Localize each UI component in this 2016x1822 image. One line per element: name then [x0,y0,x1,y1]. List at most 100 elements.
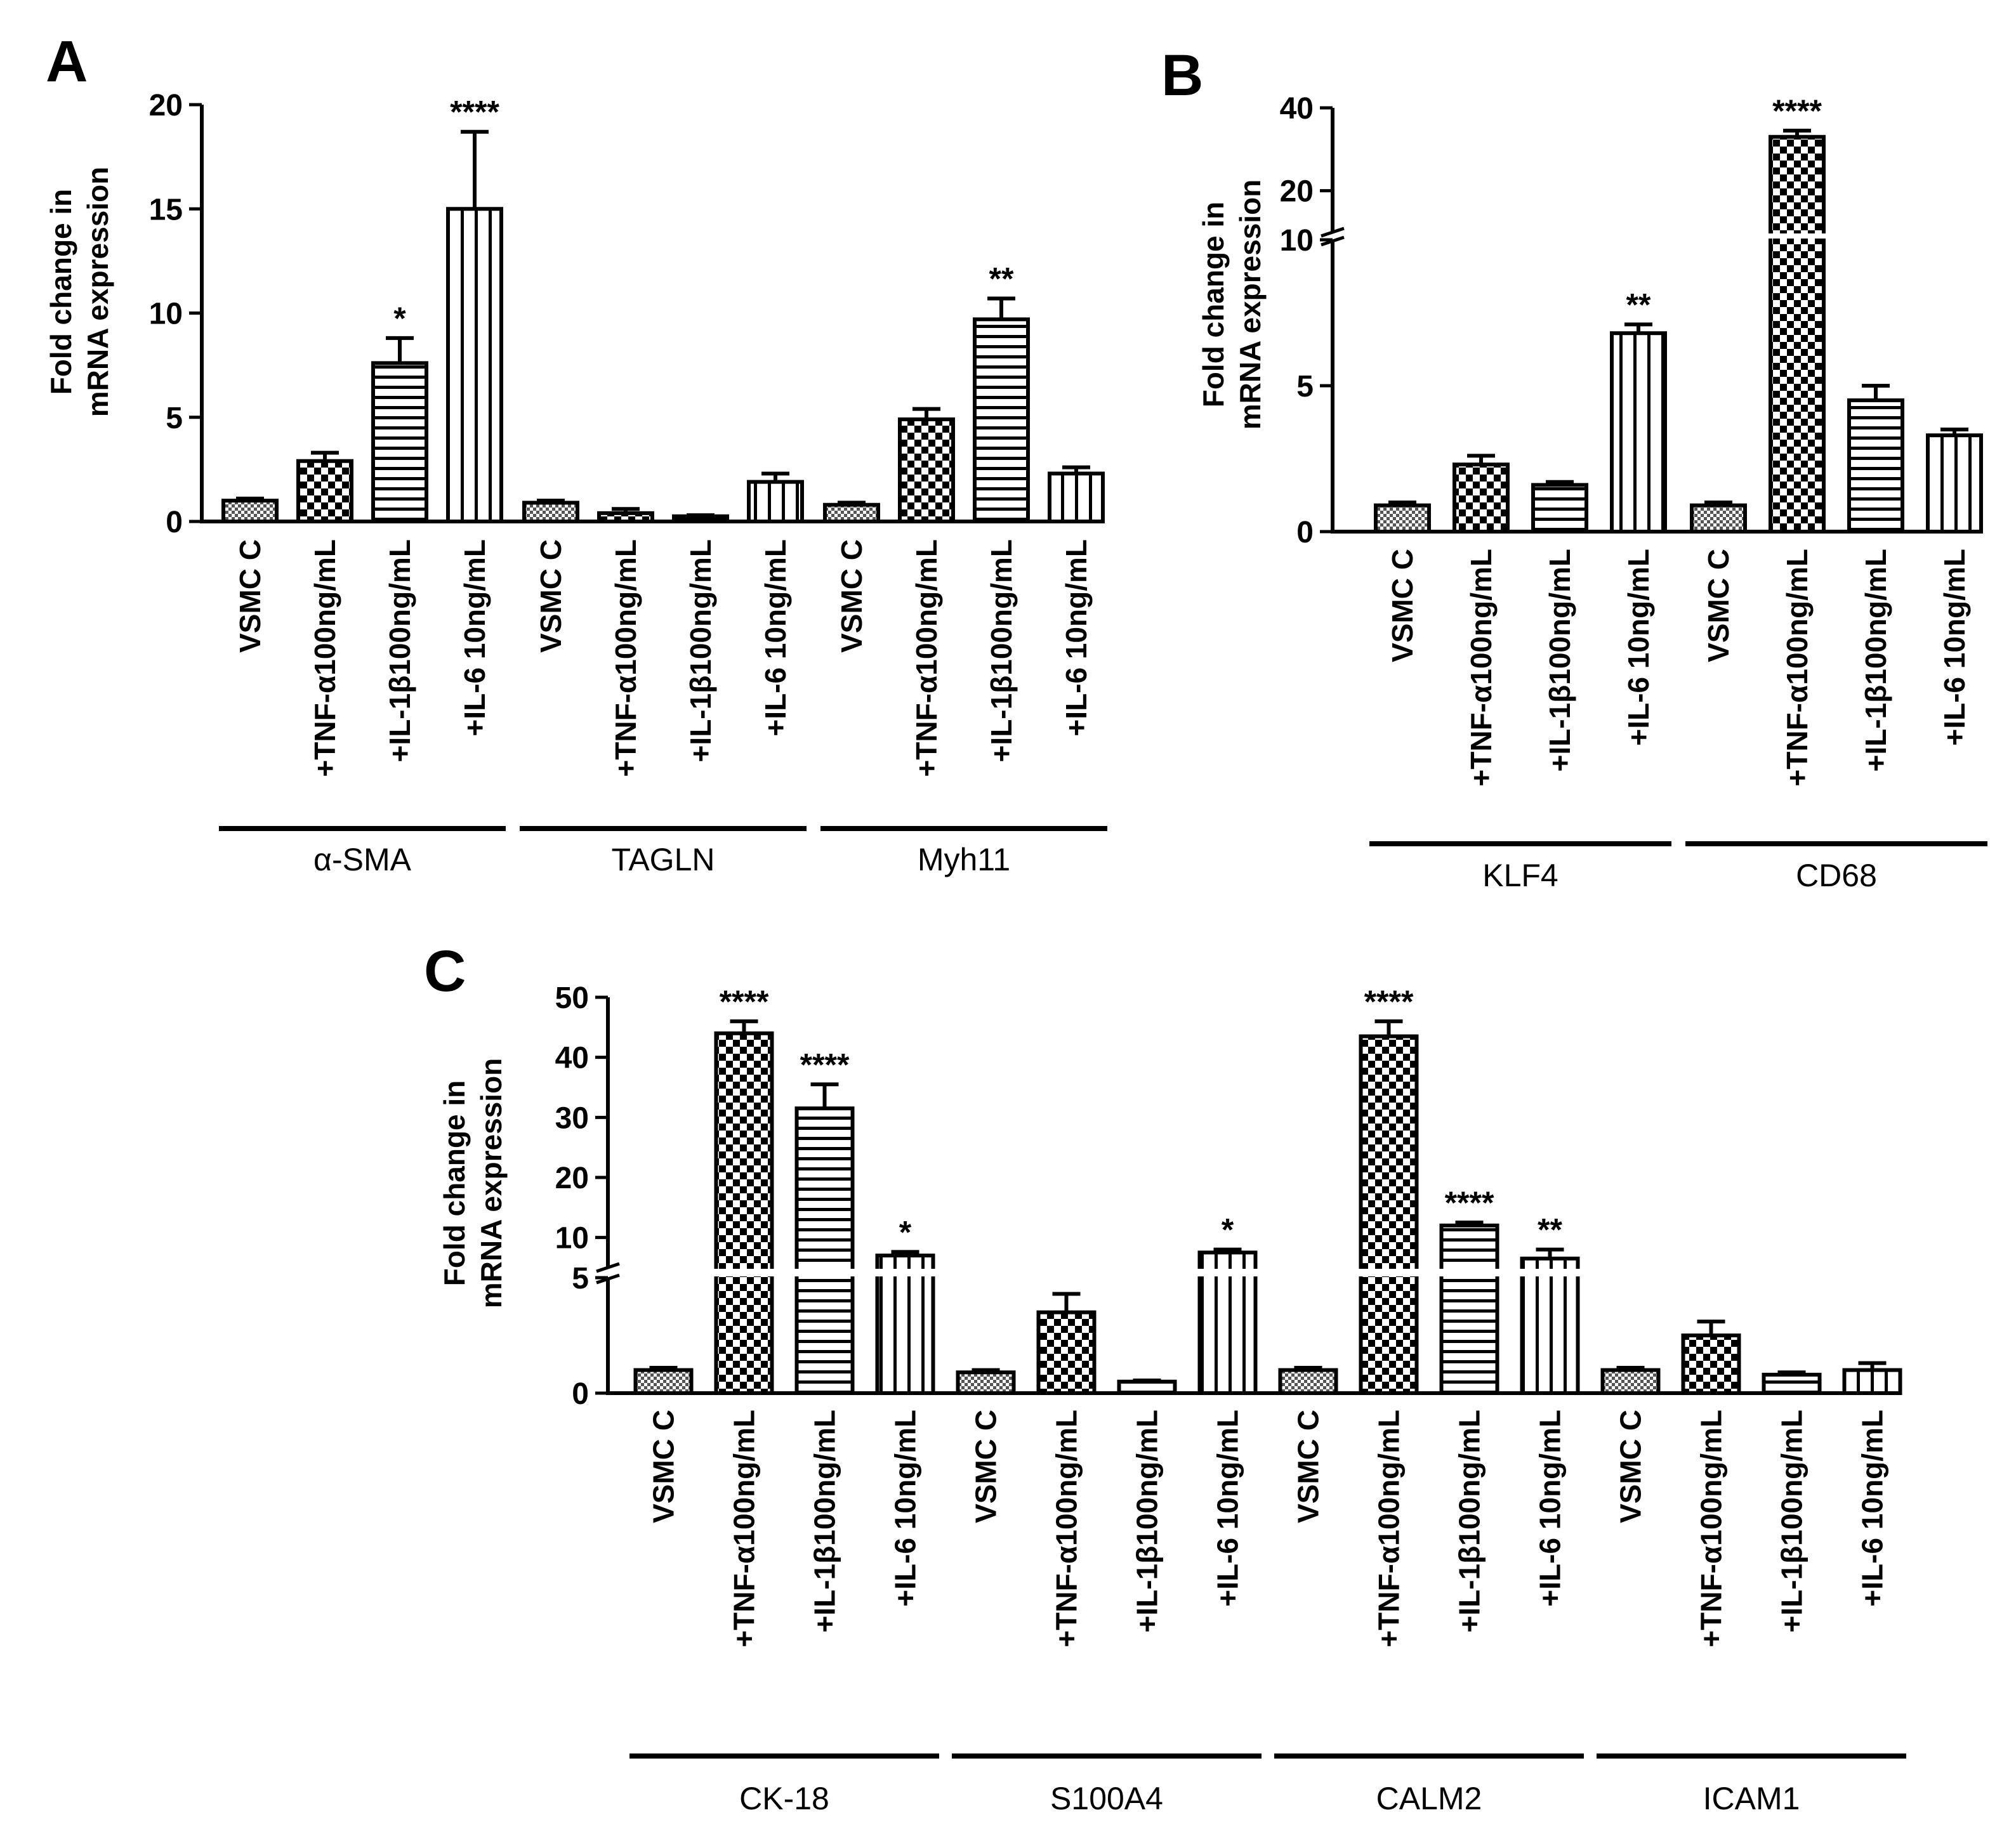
category-text-c: +IL-6 10ng/mL [1534,1410,1567,1607]
y-axis-label-c-line1: Fold change in [438,1080,471,1287]
category-text-a: +TNF-α100ng/mL [308,539,341,777]
y-axis-label-b-line1: Fold change in [1197,202,1230,408]
bar-break-gap-c [1518,1269,1582,1276]
x-tick-label-c-1-0: VSMC C [970,1410,1003,1523]
x-tick-label-b-1-0: VSMC C [1702,549,1735,662]
significance-label-a-2-2: ** [989,261,1014,297]
x-tick-label-a-0-0: VSMC C [234,539,267,653]
group-label-c-0: CK-18 [739,1781,829,1816]
x-tick-label-b-0-1: +TNF-α100ng/mL [1465,549,1498,787]
bar-a-0-0 [221,499,279,524]
y-axis-label-b-line2: mRNA expression [1234,180,1267,430]
x-tick-label-c-3-0: VSMC C [1614,1410,1647,1523]
bar-a-0-3 [446,207,503,523]
y-tick-label-b: 10 [1280,224,1314,258]
bar-b-1-0 [1690,503,1747,534]
bar-c-2-0 [1278,1368,1338,1396]
bar-break-gap-c [1196,1269,1260,1276]
bar-b-0-3 [1610,331,1667,534]
bar-c-3-1 [1681,1334,1741,1395]
x-tick-label-a-1-3: +IL-6 10ng/mL [759,539,792,737]
category-text-b: +IL-1β100ng/mL [1543,549,1576,771]
bar-c-3-2 [1762,1372,1822,1395]
category-text-c: +IL-1β100ng/mL [808,1410,841,1632]
y-tick-label-c: 30 [555,1101,589,1135]
x-tick-label-c-2-3: +IL-6 10ng/mL [1534,1410,1567,1607]
category-text-a: +IL-6 10ng/mL [759,539,792,737]
category-text-c: +IL-6 10ng/mL [1211,1410,1244,1607]
category-text-c: VSMC C [647,1410,680,1523]
y-tick-label-c: 40 [555,1042,589,1075]
panel-letter-b: B [1161,43,1203,108]
panel-c: C Fold change in mRNA expression 0 5 10 20 3… [424,939,1906,1816]
group-label-b-1: CD68 [1796,858,1877,893]
y-tick-label-a: 15 [149,193,183,226]
category-text-a: VSMC C [534,539,567,653]
bar-b-1-3 [1926,433,1983,534]
category-text-b: +IL-6 10ng/mL [1622,549,1655,746]
x-tick-label-b-0-0: VSMC C [1386,549,1419,662]
y-tick-label-c: 0 [572,1377,589,1411]
significance-label-c-0-3: * [899,1214,912,1250]
bar-c-3-0 [1600,1368,1661,1396]
bar-c-2-1 [1359,1034,1419,1395]
bar-b-0-0 [1374,503,1431,534]
bar-c-0-3 [875,1254,935,1395]
group-label-c-2: CALM2 [1376,1781,1482,1816]
x-tick-label-a-0-3: +IL-6 10ng/mL [458,539,491,737]
bar-c-1-2 [1117,1379,1177,1396]
y-tick-label-c: 10 [555,1222,589,1255]
x-tick-label-c-1-1: +TNF-α100ng/mL [1050,1410,1083,1648]
category-text-a: +IL-6 10ng/mL [458,539,491,737]
category-text-c: +IL-1β100ng/mL [1453,1410,1486,1632]
group-label-a-2: Myh11 [918,842,1010,877]
panel-letter-c: C [424,939,466,1004]
category-text-c: +IL-1β100ng/mL [1131,1410,1164,1632]
y-tick-label-a: 20 [149,89,183,122]
category-text-a: +TNF-α100ng/mL [609,539,642,777]
x-tick-label-c-0-1: +TNF-α100ng/mL [728,1410,761,1648]
bar-a-2-1 [898,417,955,523]
x-tick-label-a-1-1: +TNF-α100ng/mL [609,539,642,777]
x-tick-label-c-0-2: +IL-1β100ng/mL [808,1410,841,1632]
bar-break-gap-c [793,1269,857,1276]
y-tick-label-c: 5 [572,1262,589,1295]
y-axis-label-a-line2: mRNA expression [81,167,114,417]
category-text-a: +IL-6 10ng/mL [1060,539,1093,737]
significance-label-a-0-3: **** [450,95,499,130]
bar-c-2-3 [1520,1256,1580,1396]
category-text-b: VSMC C [1702,549,1735,662]
y-axis-label-a: Fold change in mRNA expression [44,167,114,417]
group-label-b-0: KLF4 [1482,858,1558,893]
y-tick-label-a: 0 [166,506,183,539]
category-text-c: +IL-6 10ng/mL [889,1410,922,1607]
x-tick-label-c-2-2: +IL-1β100ng/mL [1453,1410,1486,1632]
y-tick-label-a: 5 [166,402,183,435]
x-tick-label-a-2-2: +IL-1β100ng/mL [985,539,1018,762]
bar-c-0-2 [794,1106,855,1395]
bar-c-1-0 [956,1370,1016,1395]
significance-label-c-0-1: **** [720,984,769,1019]
panel-a: A Fold change in mRNA expression 0 5 10 15 2… [44,29,1107,877]
x-tick-label-a-1-2: +IL-1β100ng/mL [684,539,717,762]
y-tick-label-c: 50 [555,981,589,1015]
y-tick-label-b: 5 [1296,370,1314,403]
group-label-c-3: ICAM1 [1703,1781,1800,1816]
y-axis-label-b: Fold change in mRNA expression [1197,180,1267,430]
x-tick-label-c-0-3: +IL-6 10ng/mL [889,1410,922,1607]
bar-a-0-1 [296,459,353,523]
y-axis-label-a-line1: Fold change in [44,189,77,395]
bar-a-1-0 [522,501,579,523]
x-tick-label-c-2-1: +TNF-α100ng/mL [1373,1410,1406,1648]
bar-b-1-1 [1769,134,1826,534]
bar-b-0-2 [1531,483,1588,534]
significance-label-c-2-3: ** [1538,1212,1562,1248]
bar-break-gap-c [873,1269,937,1276]
x-tick-label-c-3-1: +TNF-α100ng/mL [1695,1410,1728,1648]
group-label-a-0: α-SMA [313,842,412,877]
x-tick-label-c-2-0: VSMC C [1292,1410,1325,1523]
x-tick-label-c-0-0: VSMC C [647,1410,680,1523]
bar-a-0-2 [371,361,428,524]
category-text-b: +TNF-α100ng/mL [1781,549,1814,787]
